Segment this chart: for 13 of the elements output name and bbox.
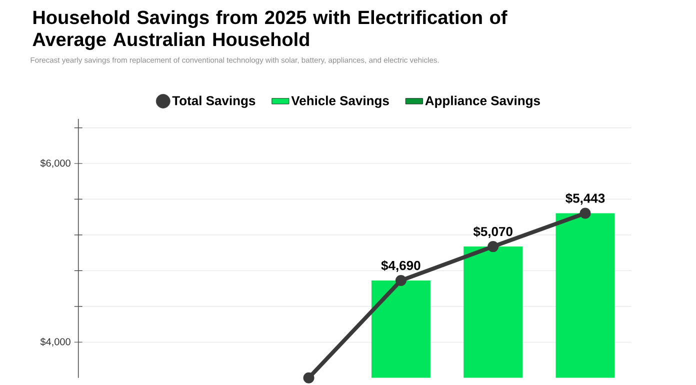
y-tick-label: $4,000 [40, 338, 70, 346]
data-label: $5,443 [566, 193, 605, 205]
y-tick-label: $6,000 [40, 159, 70, 168]
point [488, 241, 499, 252]
legend-label: Appliance Savings [425, 96, 540, 108]
legend-label: Total Savings [172, 96, 256, 108]
point [303, 372, 314, 384]
legend-label: Vehicle Savings [291, 96, 389, 108]
point [395, 274, 406, 286]
data-label: $5,070 [473, 226, 512, 238]
data-label: $4,690 [381, 260, 420, 272]
point [580, 208, 591, 219]
chart-title: Household Savings from 2025 with Electrification of Average Australian Household [32, 10, 508, 50]
